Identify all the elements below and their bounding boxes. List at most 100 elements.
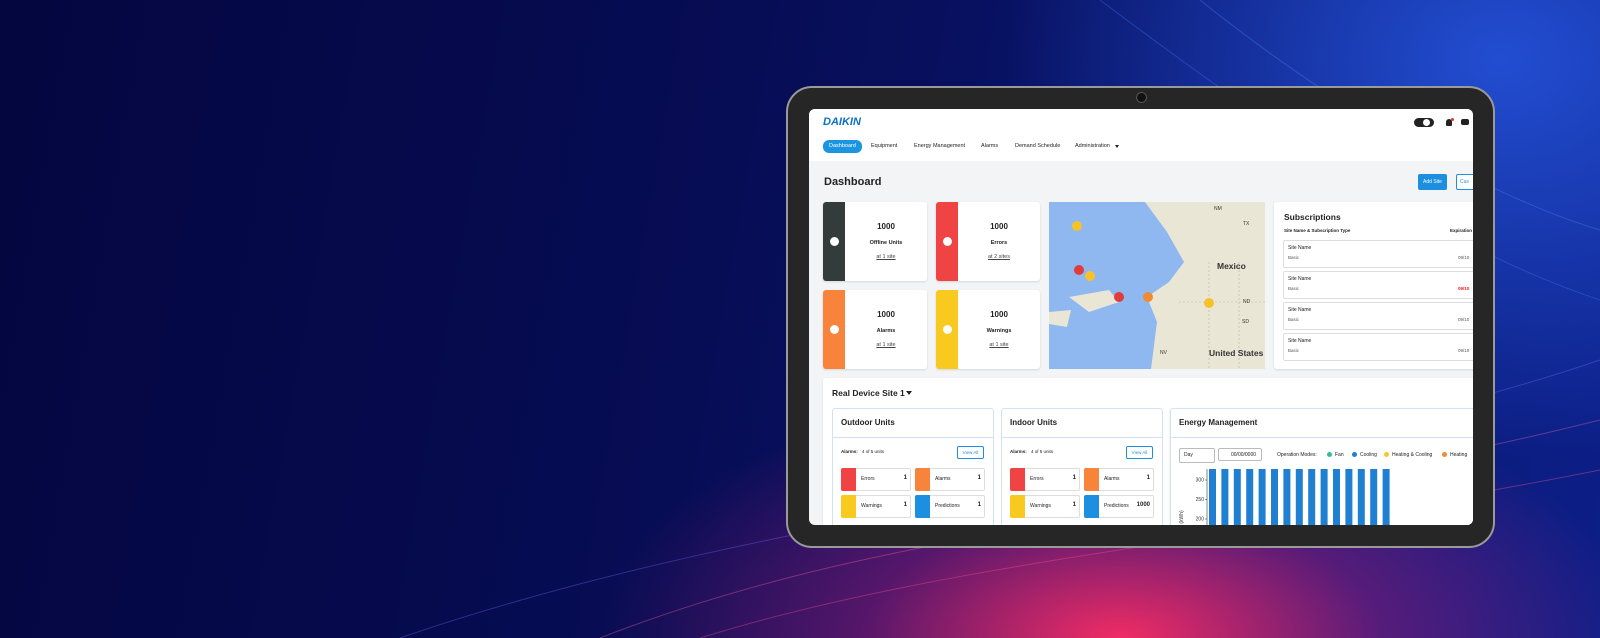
tile-label: Alarms: [1104, 476, 1120, 482]
unit-title: Indoor Units: [1010, 418, 1058, 427]
tile-count: 1: [903, 502, 907, 508]
stat-value: 1000: [877, 310, 895, 319]
bar-segment: [1221, 469, 1229, 525]
tile-label: Predictions: [935, 503, 960, 509]
stat-icon: [943, 325, 952, 334]
legend-label: Fan: [1335, 452, 1344, 458]
stat-value: 1000: [990, 310, 1008, 319]
map-label: NM: [1214, 206, 1222, 212]
bar-segment: [1246, 469, 1254, 525]
map[interactable]: [1049, 202, 1265, 369]
stat-icon: [830, 237, 839, 246]
period-select[interactable]: Day: [1179, 448, 1215, 463]
site-selector[interactable]: Real Device Site 1: [832, 388, 905, 398]
view-all-button[interactable]: View All: [957, 446, 984, 459]
subscription-type: Basic: [1288, 317, 1300, 322]
stat-link[interactable]: at 1 site: [876, 254, 896, 260]
unit-title: Outdoor Units: [841, 418, 895, 427]
tile-label: Alarms: [935, 476, 951, 482]
tile-icon: [915, 495, 930, 518]
stat-link[interactable]: at 1 site: [989, 342, 1009, 348]
modes-label: Operation Modes:: [1277, 452, 1317, 458]
tile-count: 1: [903, 475, 907, 481]
logo[interactable]: DAIKIN: [823, 116, 861, 128]
tile-label: Predictions: [1104, 503, 1129, 509]
expiration: 09/10: [1458, 255, 1470, 260]
energy-title: Energy Management: [1179, 418, 1258, 427]
dropdown-caret: [906, 391, 912, 395]
stat-icon: [830, 325, 839, 334]
y-axis-label: (kWh): [1179, 510, 1185, 524]
column-header: Expiration: [1450, 228, 1473, 233]
date-picker[interactable]: 00/00/0000: [1218, 448, 1262, 461]
tile-count: 1000: [1136, 502, 1150, 508]
header: [809, 109, 1473, 161]
tile-icon: [915, 468, 930, 491]
alarms-label: Alarms:: [1010, 449, 1027, 454]
legend-dot: [1352, 452, 1357, 457]
tile-count: 1: [1072, 502, 1076, 508]
subscription-type: Basic: [1288, 255, 1300, 260]
map-label: United States: [1209, 348, 1264, 358]
divider: [1002, 437, 1162, 438]
legend-label: Heating & Cooling: [1392, 452, 1433, 458]
stat-label: Alarms: [876, 328, 896, 334]
map-islands: [1049, 290, 1119, 327]
subscriptions-title: Subscriptions: [1284, 212, 1341, 222]
nav-item[interactable]: Equipment: [871, 143, 898, 149]
expiration: 09/10: [1458, 317, 1470, 322]
nav-item[interactable]: Demand Schedule: [1015, 143, 1061, 149]
map-pins: [1072, 221, 1214, 308]
bar-segment: [1308, 469, 1316, 525]
stat-label: Errors: [990, 240, 1008, 246]
nav-item[interactable]: Dashboard: [823, 140, 862, 153]
view-all-button[interactable]: View All: [1126, 446, 1153, 459]
nav-item[interactable]: Administration: [1075, 143, 1110, 149]
subscription-type: Basic: [1288, 348, 1300, 353]
column-header: Site Name & Subscription Type: [1284, 228, 1351, 233]
bar-segment: [1295, 469, 1303, 525]
y-tick-label: 250: [1196, 497, 1205, 503]
page-title: Dashboard: [824, 176, 882, 188]
bar-segment: [1271, 469, 1278, 525]
bar-segment: [1357, 469, 1365, 525]
map-label: NV: [1160, 350, 1167, 356]
bar-segment: [1320, 469, 1328, 525]
subscription-type: Basic: [1288, 286, 1300, 291]
subscription-item[interactable]: [1283, 240, 1473, 268]
subscription-item[interactable]: [1283, 333, 1473, 361]
customize-button[interactable]: Cus: [1456, 174, 1473, 190]
alarms-count: 4 of 5 units: [1031, 449, 1054, 454]
y-tick-label: 200: [1196, 516, 1205, 522]
tile-count: 1: [977, 475, 981, 481]
bar-segment: [1283, 469, 1291, 525]
stat-link[interactable]: at 1 site: [876, 342, 896, 348]
site-name: Site Name: [1288, 245, 1312, 251]
map-borders: [1179, 262, 1265, 369]
legend-label: Cooling: [1360, 452, 1377, 458]
stat-label: Warnings: [986, 328, 1012, 334]
tile-label: Errors: [1030, 476, 1044, 482]
map-label: TX: [1243, 221, 1250, 227]
bar-segment: [1333, 469, 1340, 525]
subscription-item[interactable]: [1283, 302, 1473, 330]
subscription-item[interactable]: [1283, 271, 1473, 299]
legend-dot: [1384, 452, 1389, 457]
user-icon[interactable]: [1461, 119, 1469, 125]
expiration: 09/10: [1458, 348, 1470, 353]
add-site-button[interactable]: Add Site: [1418, 174, 1447, 190]
legend-dot: [1442, 452, 1447, 457]
bell-icon[interactable]: [1446, 119, 1452, 126]
nav-item[interactable]: Alarms: [981, 143, 999, 149]
tile-icon: [841, 468, 856, 491]
tile-count: 1: [1146, 475, 1150, 481]
nav-item[interactable]: Energy Management: [914, 143, 966, 149]
stat-icon: [943, 237, 952, 246]
stat-link[interactable]: at 2 sites: [987, 254, 1010, 260]
tile-count: 1: [1072, 475, 1076, 481]
stat-value: 1000: [990, 222, 1008, 231]
expiration: 09/10: [1458, 286, 1470, 291]
bar-segment: [1209, 469, 1216, 525]
nav-caret: [1115, 145, 1119, 148]
